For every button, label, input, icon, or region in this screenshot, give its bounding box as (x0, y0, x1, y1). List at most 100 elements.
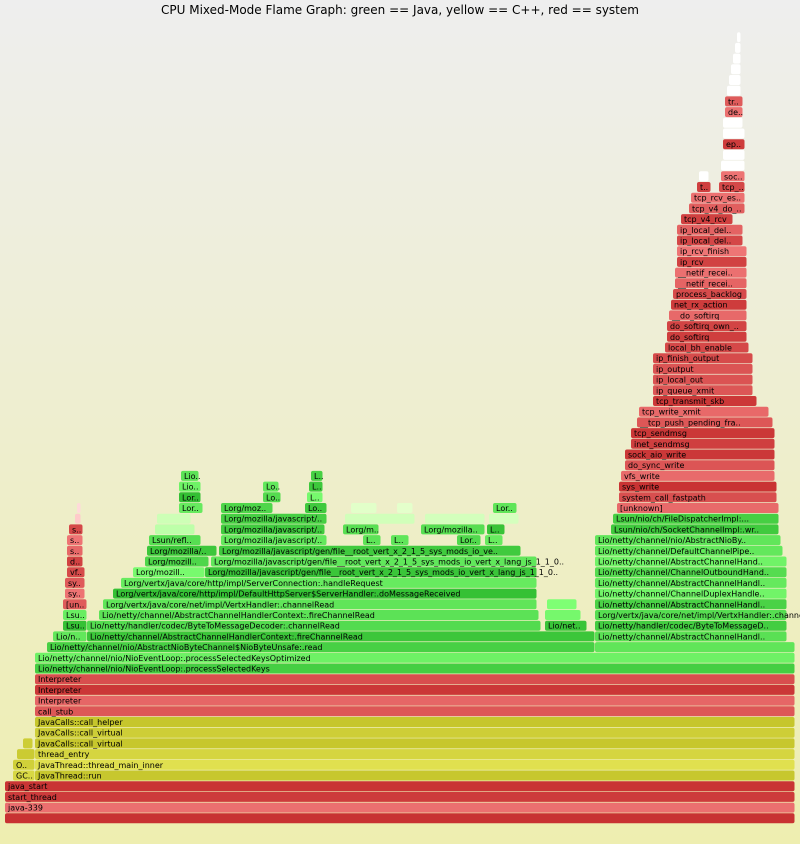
frame-21[interactable] (595, 642, 795, 653)
frame-bar[interactable] (653, 385, 753, 396)
frame-bar[interactable] (675, 278, 747, 289)
frame-bar[interactable] (35, 695, 795, 706)
frame-bar[interactable] (731, 64, 741, 75)
frame-62[interactable]: Lio/netty/channel/nio/AbstractNioBy..Lio… (595, 535, 781, 546)
frame-bar[interactable] (547, 599, 577, 610)
frame-59[interactable]: L..L.. (391, 535, 409, 546)
frame-bar[interactable] (653, 363, 753, 374)
frame-bar[interactable] (595, 620, 787, 631)
frame-bar[interactable] (545, 620, 587, 631)
frame-39[interactable]: Lio/netty/channel/ChannelDuplexHandle..L… (595, 588, 787, 599)
frame-bar[interactable] (681, 214, 733, 225)
frame-53[interactable]: Lorg/mozilla/javascript/gen/file__root_v… (219, 545, 521, 556)
frame-49[interactable]: Lorg/mozilla/javascript/gen/file__root_v… (211, 556, 564, 567)
frame-22[interactable]: Lio/n..Lio/n.. (53, 631, 87, 642)
frame-bar[interactable] (35, 717, 795, 727)
frame-bar[interactable] (35, 706, 795, 717)
frame-bar[interactable] (391, 535, 409, 546)
frame-bar[interactable] (653, 353, 753, 364)
frame-30[interactable]: Lio/netty/channel/AbstractChannelHandler… (99, 610, 539, 620)
frame-bar[interactable] (397, 503, 413, 513)
frame-bar[interactable] (35, 759, 795, 770)
frame-84[interactable]: [unknown][unknown] (617, 503, 779, 513)
frame-52[interactable]: Lorg/mozilla/..Lorg/mozilla/.. (147, 545, 217, 556)
frame-126[interactable] (721, 160, 745, 171)
frame-bar[interactable] (595, 556, 787, 567)
frame-109[interactable]: do_softirq_own_..do_softirq_own_.. (667, 321, 747, 332)
frame-11[interactable]: JavaCalls::call_virtualJavaCalls::call_v… (35, 738, 795, 749)
frame-bar[interactable] (67, 556, 83, 567)
frame-bar[interactable] (425, 513, 485, 524)
frame-bar[interactable] (179, 481, 201, 492)
frame-bar[interactable] (677, 224, 743, 235)
frame-125[interactable]: soc..soc.. (721, 171, 745, 182)
frame-54[interactable]: Lio/netty/channel/DefaultChannelPipe..Li… (595, 545, 783, 556)
frame-50[interactable]: Lio/netty/channel/AbstractChannelHand..L… (595, 556, 787, 567)
frame-bar[interactable] (155, 524, 195, 535)
frame-40[interactable]: sy..sy.. (65, 577, 85, 588)
frame-bar[interactable] (725, 96, 743, 107)
frame-bar[interactable] (729, 75, 741, 85)
frame-bar[interactable] (5, 813, 795, 824)
frame-86[interactable]: Lo..Lo.. (263, 492, 281, 503)
frame-113[interactable]: __netif_recei..__netif_recei.. (675, 278, 747, 289)
frame-124[interactable] (699, 171, 709, 182)
frame-135[interactable] (731, 64, 741, 75)
frame-bar[interactable] (263, 492, 281, 503)
frame-bar[interactable] (113, 588, 537, 599)
frame-bar[interactable] (595, 631, 787, 642)
frame-bar[interactable] (723, 128, 745, 139)
frame-37[interactable]: sy..sy.. (65, 588, 85, 599)
frame-bar[interactable] (65, 588, 85, 599)
frame-bar[interactable] (595, 588, 787, 599)
frame-76[interactable]: Lsun/nio/ch/FileDispatcherImpl:...Lsun/n… (613, 513, 779, 524)
frame-bar[interactable] (619, 492, 777, 503)
frame-bar[interactable] (13, 759, 35, 770)
frame-bar[interactable] (343, 524, 379, 535)
frame-bar[interactable] (721, 171, 745, 182)
frame-bar[interactable] (653, 396, 757, 406)
frame-bar[interactable] (307, 492, 323, 503)
frame-bar[interactable] (595, 599, 787, 610)
frame-12[interactable]: JavaCalls::call_virtualJavaCalls::call_v… (35, 727, 795, 738)
frame-24[interactable]: Lio/netty/channel/AbstractChannelHandl..… (595, 631, 787, 642)
frame-81[interactable] (351, 503, 377, 513)
frame-bar[interactable] (489, 513, 519, 524)
frame-95[interactable]: vfs_writevfs_write (621, 470, 775, 481)
frame-0[interactable] (5, 813, 795, 824)
frame-bar[interactable] (221, 524, 325, 535)
frame-bar[interactable] (637, 417, 773, 428)
frame-bar[interactable] (5, 802, 795, 813)
frame-23[interactable]: Lio/netty/channel/AbstractChannelHandler… (87, 631, 595, 642)
frame-111[interactable]: net_rx_actionnet_rx_action (671, 299, 747, 310)
frame-64[interactable] (155, 524, 195, 535)
frame-bar[interactable] (35, 770, 795, 781)
frame-bar[interactable] (735, 42, 741, 53)
frame-bar[interactable] (205, 567, 537, 578)
frame-bar[interactable] (75, 513, 81, 524)
frame-bar[interactable] (221, 513, 327, 524)
frame-51[interactable]: s..s.. (67, 545, 83, 556)
frame-bar[interactable] (35, 684, 795, 695)
frame-46[interactable]: Lio/netty/channel/ChannelOutboundHand..L… (595, 567, 787, 578)
frame-102[interactable]: tcp_transmit_skbtcp_transmit_skb (653, 396, 757, 406)
frame-137[interactable] (735, 42, 741, 53)
frame-bar[interactable] (67, 535, 83, 546)
frame-57[interactable]: Lorg/mozilla/javascript/..Lorg/mozilla/j… (221, 535, 327, 546)
frame-bar[interactable] (363, 535, 381, 546)
frame-bar[interactable] (721, 160, 745, 171)
frame-9[interactable]: thread_entrythread_entry (35, 749, 795, 760)
frame-bar[interactable] (221, 535, 327, 546)
frame-bar[interactable] (309, 481, 323, 492)
frame-35[interactable] (547, 599, 577, 610)
frame-48[interactable]: Lorg/mozill..Lorg/mozill.. (145, 556, 209, 567)
frame-bar[interactable] (677, 246, 747, 257)
frame-bar[interactable] (723, 149, 745, 160)
frame-118[interactable]: ip_local_del..ip_local_del.. (677, 224, 743, 235)
frame-2[interactable]: start_threadstart_thread (5, 791, 795, 802)
